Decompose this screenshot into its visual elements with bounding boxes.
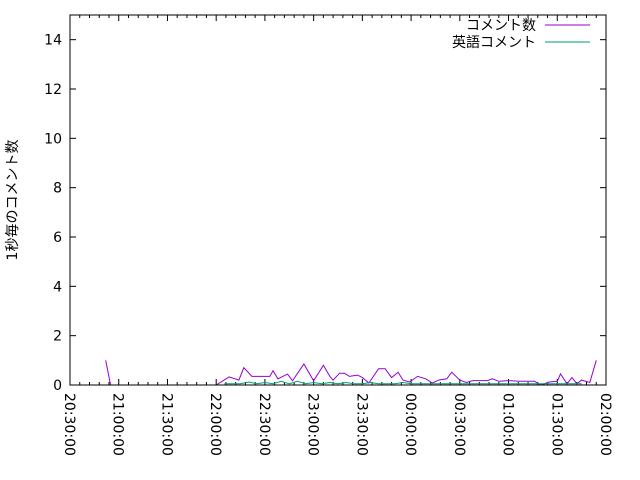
y-tick-label: 6: [53, 230, 62, 246]
x-tick-label: 23:00:00: [305, 393, 321, 456]
x-tick-label: 21:00:00: [110, 393, 126, 456]
x-tick-label: 01:30:00: [548, 393, 564, 456]
y-tick-label: 0: [53, 378, 62, 394]
x-tick-label: 00:00:00: [402, 393, 418, 456]
y-tick-label: 4: [53, 279, 62, 295]
x-tick-label: 22:00:00: [207, 393, 223, 456]
x-tick-label: 02:00:00: [597, 393, 613, 456]
y-tick-label: 12: [44, 82, 62, 98]
y-axis-label: 1秒毎のコメント数: [5, 140, 21, 261]
x-tick-label: 20:30:00: [61, 393, 77, 456]
x-tick-label: 23:30:00: [353, 393, 369, 456]
series-line-0: [105, 360, 597, 386]
x-tick-label: 00:30:00: [451, 393, 467, 456]
x-tick-label: 21:30:00: [158, 393, 174, 456]
x-tick-label: 01:00:00: [500, 393, 516, 456]
legend-label: コメント数: [466, 18, 536, 34]
y-tick-label: 10: [44, 131, 62, 147]
series-line-1: [224, 380, 582, 385]
x-tick-label: 22:30:00: [256, 393, 272, 456]
plot-border: [69, 14, 607, 386]
legend-label: 英語コメント: [452, 34, 536, 51]
y-tick-label: 8: [53, 181, 62, 197]
y-tick-label: 2: [53, 329, 62, 345]
y-tick-label: 14: [44, 33, 62, 49]
